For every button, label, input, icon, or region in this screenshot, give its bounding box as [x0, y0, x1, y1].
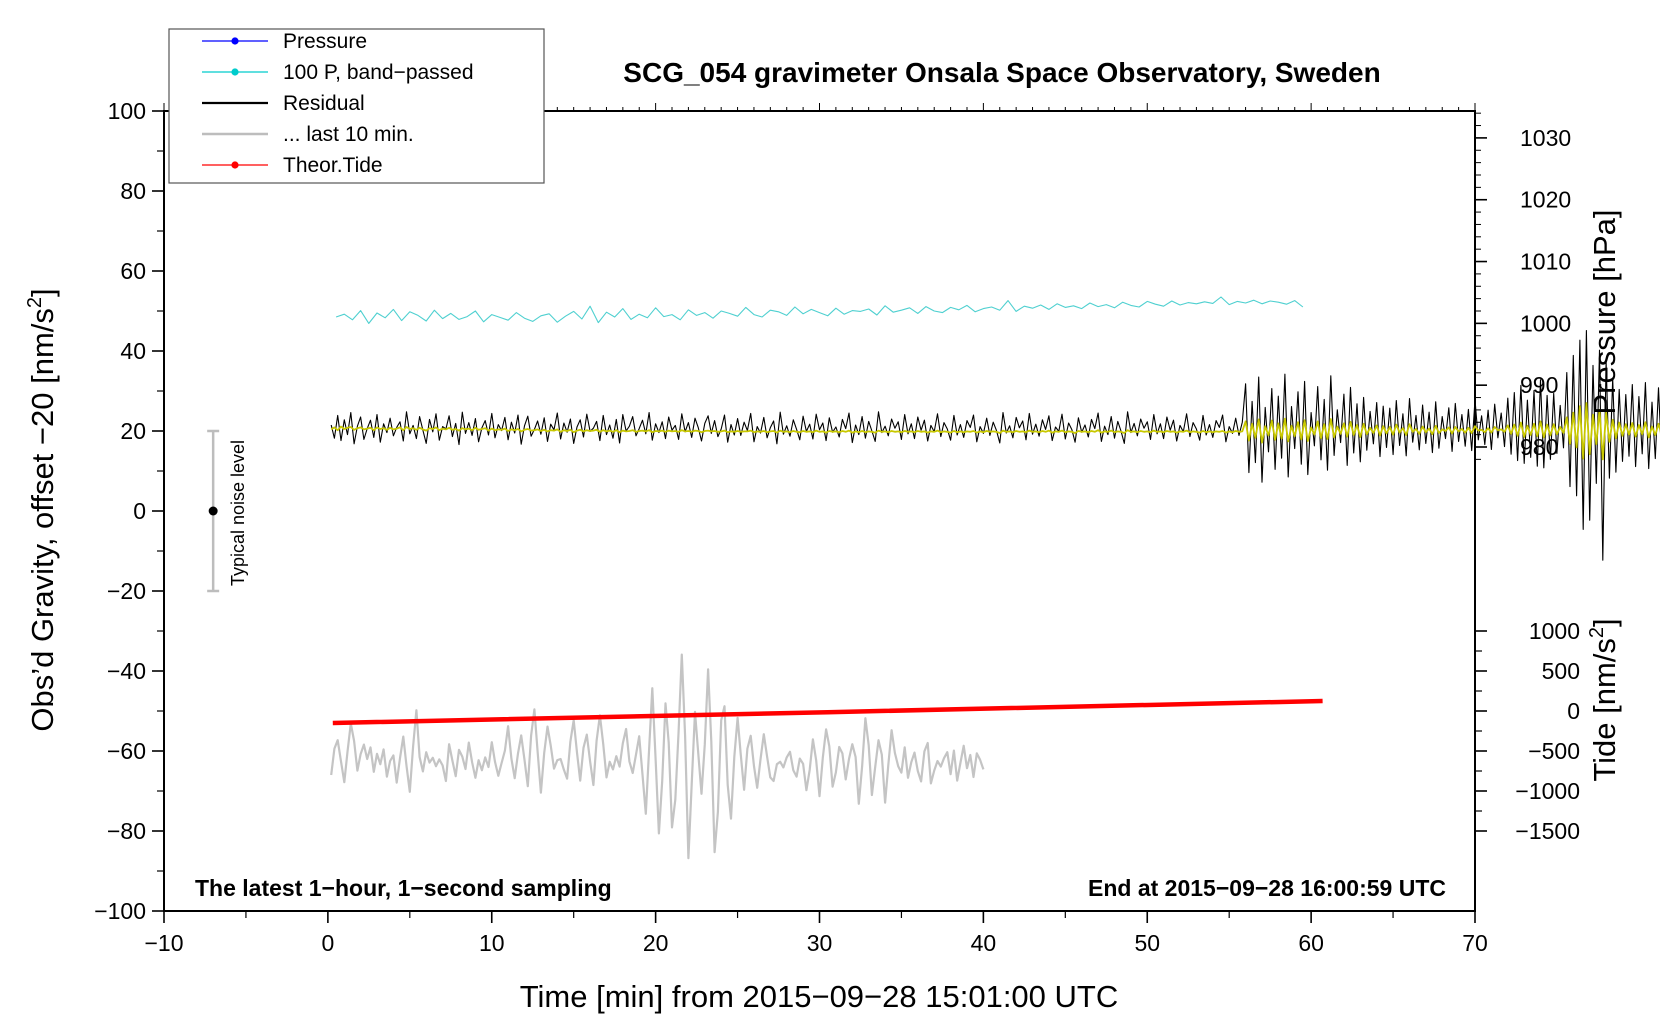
- y-tick-label: 60: [120, 258, 146, 284]
- pressure-tick-label: 1010: [1520, 249, 1571, 275]
- tide-tick-label: 500: [1542, 658, 1580, 684]
- axis-ticks: −10 0 10 20 30 40 50 60 70−100−80−60−40−20020406…: [94, 98, 1580, 956]
- subtitle-right: End at 2015−09−28 16:00:59 UTC: [1088, 875, 1446, 901]
- y-axis-title-close: ]: [25, 288, 60, 297]
- legend-label: 100 P, band−passed: [283, 61, 474, 84]
- pressure-tick-label: 1020: [1520, 187, 1571, 213]
- y-axis-title-main: Obs’d Gravity, offset −20 [nm/s: [25, 308, 60, 732]
- series-line--last-10-min-: [330, 653, 985, 860]
- x-tick-label: 10: [479, 930, 505, 956]
- legend-marker: [231, 37, 239, 45]
- subtitle-left: The latest 1−hour, 1−second sampling: [195, 875, 612, 901]
- legend-marker: [231, 68, 239, 76]
- x-tick-label: 20: [643, 930, 669, 956]
- pressure-tick-label: 1000: [1520, 310, 1571, 336]
- tide-tick-label: −1000: [1515, 778, 1580, 804]
- legend-label: ... last 10 min.: [283, 123, 414, 146]
- series-line-100-p-band-passed: [335, 296, 1304, 324]
- tide-tick-label: 0: [1567, 698, 1580, 724]
- tide-axis-title-sup: 2: [1586, 627, 1608, 638]
- tide-tick-label: −500: [1528, 738, 1580, 764]
- y-tick-label: 0: [133, 498, 146, 524]
- y-axis-title: Obs’d Gravity, offset −20 [nm/s2]: [24, 288, 60, 731]
- legend-box: [168, 28, 545, 184]
- x-tick-label: 60: [1298, 930, 1324, 956]
- tide-axis-title-main: Tide [nm/s: [1587, 638, 1622, 782]
- y-tick-label: −60: [107, 738, 146, 764]
- tide-axis-title-close: ]: [1587, 618, 1622, 627]
- series-lines: [330, 296, 1660, 860]
- x-tick-label: −10: [144, 930, 183, 956]
- x-axis-title: Time [min] from 2015−09−28 15:01:00 UTC: [520, 979, 1119, 1014]
- legend-marker: [231, 161, 239, 169]
- legend-label: Residual: [283, 92, 365, 115]
- series-line-residual: [330, 330, 1660, 561]
- x-tick-label: 40: [971, 930, 997, 956]
- pressure-tick-label: 990: [1520, 372, 1558, 398]
- y-tick-label: −100: [94, 898, 146, 924]
- y-tick-label: −40: [107, 658, 146, 684]
- legend-label: Pressure: [283, 30, 367, 53]
- y-tick-label: −80: [107, 818, 146, 844]
- x-tick-label: 30: [807, 930, 833, 956]
- y-tick-label: −20: [107, 578, 146, 604]
- noise-level-label: Typical noise level: [228, 440, 248, 586]
- tide-tick-label: 1000: [1529, 618, 1580, 644]
- pressure-axis-title: Pressure [hPa]: [1587, 209, 1622, 414]
- y-tick-label: 100: [108, 98, 146, 124]
- y-tick-label: 20: [120, 418, 146, 444]
- chart-title: SCG_054 gravimeter Onsala Space Observat…: [623, 57, 1380, 88]
- legend-label: Theor.Tide: [283, 154, 383, 177]
- x-tick-label: 70: [1462, 930, 1488, 956]
- y-tick-label: 40: [120, 338, 146, 364]
- noise-level-indicator: Typical noise level: [207, 429, 248, 593]
- legend: Pressure 100 P, band−passed Residual ... la…: [168, 28, 545, 184]
- series-line-theor-tide: [332, 698, 1323, 726]
- pressure-tick-label: 1030: [1520, 125, 1571, 151]
- y-axis-title-sup: 2: [24, 297, 46, 308]
- series-line-residual-smoothed: [330, 402, 1660, 461]
- x-tick-label: 50: [1134, 930, 1160, 956]
- tide-tick-label: −1500: [1515, 818, 1580, 844]
- y-tick-label: 80: [120, 178, 146, 204]
- noise-bar-center: [208, 506, 218, 516]
- x-tick-label: 0: [321, 930, 334, 956]
- tide-axis-title: Tide [nm/s2]: [1586, 618, 1622, 781]
